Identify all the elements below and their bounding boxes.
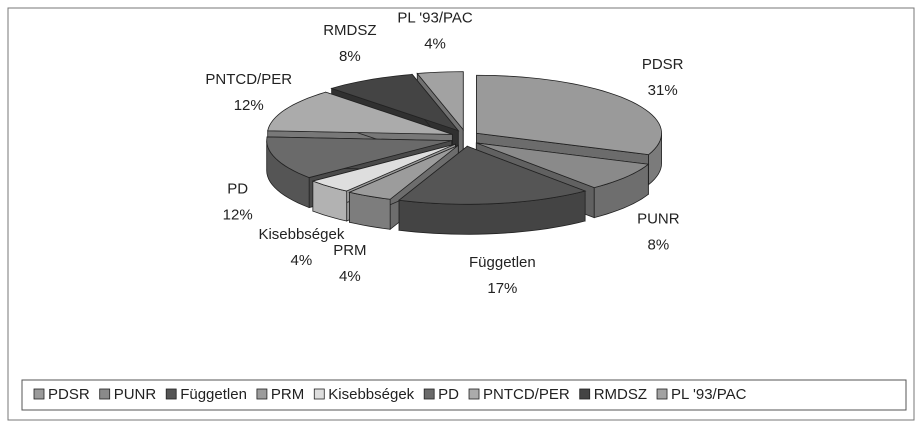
- legend-swatch: [656, 388, 668, 400]
- legend-label: RMDSZ: [594, 386, 647, 403]
- legend-swatch: [33, 388, 45, 400]
- data-label-value: 8%: [339, 48, 361, 65]
- legend-label: PDSR: [48, 386, 90, 403]
- legend-swatch: [256, 388, 268, 400]
- data-label-name: PD: [227, 180, 248, 197]
- data-label-value: 31%: [648, 82, 678, 99]
- data-label-name: Független: [469, 254, 536, 271]
- slice: [348, 144, 459, 200]
- legend-swatch: [165, 388, 177, 400]
- data-label-value: 4%: [424, 35, 446, 52]
- slice: [330, 74, 460, 132]
- legend-label: PL '93/PAC: [671, 386, 747, 403]
- data-label-name: PDSR: [642, 56, 684, 73]
- data-label-value: 4%: [291, 252, 313, 269]
- data-label-value: 4%: [339, 268, 361, 285]
- slice: [266, 136, 452, 178]
- legend-swatch: [579, 388, 591, 400]
- data-label-name: PRM: [333, 242, 366, 259]
- legend-label: PD: [438, 386, 459, 403]
- data-label-name: PNTCD/PER: [205, 71, 292, 88]
- legend-label: Független: [180, 386, 247, 403]
- slice: [416, 71, 464, 131]
- legend-swatch: [313, 388, 325, 400]
- data-label-name: RMDSZ: [323, 22, 376, 39]
- data-label-value: 8%: [648, 237, 670, 254]
- slice: [398, 145, 587, 205]
- data-label-name: Kisebbségek: [258, 226, 344, 243]
- data-label-value: 12%: [223, 206, 253, 223]
- legend-swatch: [468, 388, 480, 400]
- data-label-value: 17%: [487, 280, 517, 297]
- legend-label: Kisebbségek: [328, 386, 414, 403]
- data-label-value: 12%: [234, 97, 264, 114]
- slice: [476, 142, 650, 189]
- labels: PDSR 31% PUNR 8% Független 17% PRM 4% Kisebbsége…: [205, 9, 683, 297]
- slice: [267, 91, 453, 135]
- pie: [266, 71, 662, 235]
- slice: [311, 143, 456, 192]
- legend-label: PUNR: [114, 386, 157, 403]
- legend-swatch: [423, 388, 435, 400]
- data-label-name: PL '93/PAC: [397, 9, 473, 26]
- legend: PDSR PUNR Független PRM Kisebbségek PD PNTCD/P…: [33, 386, 747, 403]
- legend-label: PRM: [271, 386, 304, 403]
- slice: [476, 74, 662, 156]
- data-label-name: PUNR: [637, 211, 680, 228]
- legend-swatch: [99, 388, 111, 400]
- legend-label: PNTCD/PER: [483, 386, 570, 403]
